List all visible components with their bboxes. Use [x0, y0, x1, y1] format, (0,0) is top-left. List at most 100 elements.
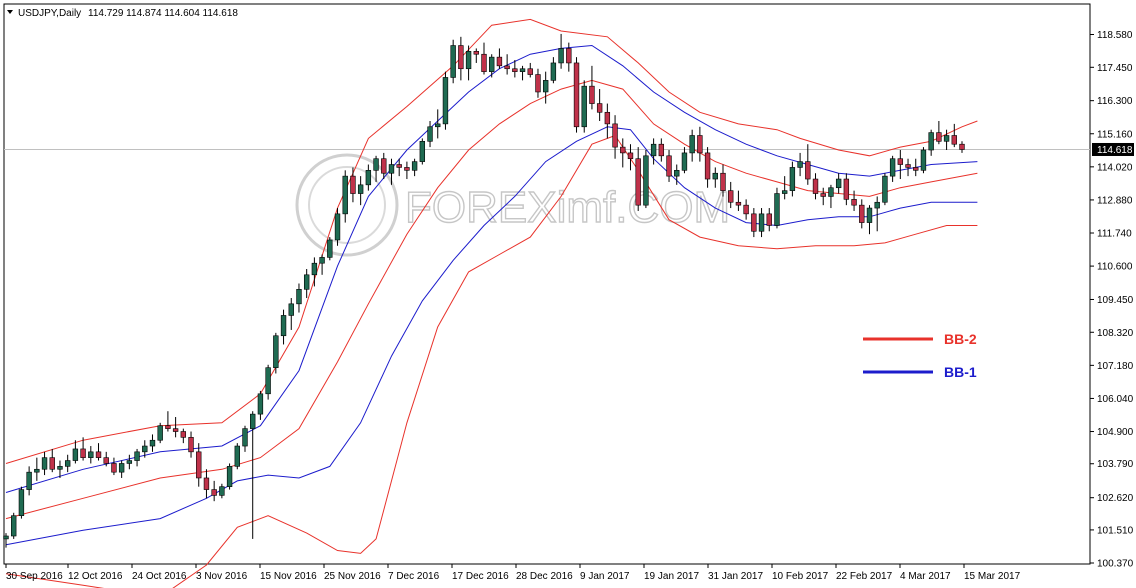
- candle-body-bull: [388, 164, 395, 174]
- x-tick-label: 22 Feb 2017: [836, 571, 893, 582]
- x-tick-label: 17 Dec 2016: [452, 571, 509, 582]
- y-tick-label: 115.160: [1097, 129, 1133, 140]
- candle: [920, 147, 927, 174]
- candle-body-bear: [766, 213, 772, 226]
- candle: [381, 152, 387, 180]
- candle: [959, 141, 965, 153]
- candle: [396, 158, 402, 177]
- candle: [419, 138, 426, 165]
- candle-body-bull: [157, 425, 163, 441]
- candle: [327, 237, 333, 261]
- candle: [134, 448, 140, 467]
- x-tick-label: 15 Mar 2017: [964, 571, 1021, 582]
- legend: BB-2 BB-1: [863, 331, 977, 380]
- candle: [103, 451, 109, 467]
- candle-body-bull: [943, 135, 950, 142]
- candle-body-bear: [897, 158, 904, 165]
- candle: [388, 158, 395, 185]
- candle: [373, 155, 379, 182]
- watermark-text: FOREXimf.COM: [405, 183, 730, 232]
- x-tick-label: 31 Jan 2017: [708, 571, 763, 582]
- candle-body-bull: [118, 463, 125, 473]
- candle: [242, 425, 248, 452]
- x-tick-label: 25 Nov 2016: [324, 571, 381, 582]
- x-tick-label: 3 Nov 2016: [196, 571, 248, 582]
- candle-body-bull: [674, 170, 680, 177]
- candle-body-bull: [18, 489, 25, 516]
- candle: [450, 39, 456, 84]
- candle: [805, 144, 811, 185]
- candle: [157, 422, 163, 444]
- candle-body-bull: [774, 193, 780, 226]
- candle: [142, 440, 148, 458]
- candle-body-bear: [49, 457, 55, 470]
- legend-label-bb1: BB-1: [944, 364, 977, 380]
- candle: [211, 480, 217, 502]
- candle: [265, 364, 271, 400]
- candle-body-bear: [720, 172, 726, 191]
- candle: [697, 126, 703, 162]
- candle-body-bull: [928, 132, 934, 151]
- candle-body-bull: [273, 335, 279, 368]
- bb1-lower-band: [5, 126, 978, 546]
- candle: [774, 187, 780, 229]
- candle-body-bull: [242, 428, 248, 447]
- candle: [234, 443, 240, 470]
- candle-body-bull: [758, 213, 765, 232]
- triangle-down-icon[interactable]: [7, 10, 13, 14]
- candle-body-bull: [558, 48, 564, 64]
- x-tick-label: 15 Nov 2016: [260, 571, 317, 582]
- candle-body-bull: [41, 457, 48, 470]
- candle-body-bear: [350, 175, 356, 194]
- candle: [72, 440, 79, 464]
- candle-body-bull: [342, 175, 348, 215]
- candle-body-bear: [573, 62, 580, 128]
- candle-body-bull: [835, 178, 842, 189]
- y-tick-label: 109.450: [1097, 295, 1134, 306]
- candle-body-bull: [465, 51, 472, 70]
- candle: [674, 164, 680, 185]
- candle-body-bull: [882, 175, 888, 203]
- candle: [781, 176, 788, 200]
- candle-body-bear: [165, 425, 171, 429]
- candle-body-bull: [149, 439, 156, 447]
- x-tick-label: 12 Oct 2016: [68, 571, 123, 582]
- candle: [620, 138, 626, 168]
- candle: [118, 460, 125, 478]
- candle: [874, 196, 880, 232]
- candle-body-bear: [805, 161, 811, 180]
- candle: [504, 54, 510, 75]
- candle: [334, 208, 341, 246]
- candle: [542, 71, 549, 104]
- candle: [635, 147, 641, 211]
- candle-body-bear: [172, 428, 179, 432]
- candle-body-bear: [936, 132, 942, 142]
- candle: [11, 512, 17, 539]
- candle: [111, 457, 117, 476]
- candle-body-bull: [650, 143, 657, 157]
- candle-body-bull: [250, 413, 256, 429]
- candle: [357, 176, 364, 206]
- candle: [751, 208, 757, 238]
- y-tick-label: 117.450: [1097, 63, 1133, 74]
- candle: [26, 466, 32, 496]
- candle-body-bear: [728, 190, 734, 203]
- candle-body-bull: [419, 141, 426, 162]
- candle-body-bull: [450, 45, 456, 78]
- candle: [566, 42, 572, 72]
- candle-body-bull: [265, 367, 271, 395]
- candle: [80, 437, 86, 461]
- candle-body-bull: [72, 448, 79, 461]
- candle: [535, 68, 541, 98]
- candle: [149, 434, 156, 452]
- candle: [936, 120, 942, 145]
- candle: [280, 309, 287, 345]
- candle: [658, 138, 665, 162]
- candle: [3, 533, 9, 548]
- candle-body-bull: [442, 77, 449, 125]
- candle: [404, 161, 410, 180]
- candle-body-bull: [219, 486, 225, 496]
- x-tick-label: 19 Jan 2017: [644, 571, 699, 582]
- candle: [465, 45, 472, 81]
- candle: [550, 57, 557, 84]
